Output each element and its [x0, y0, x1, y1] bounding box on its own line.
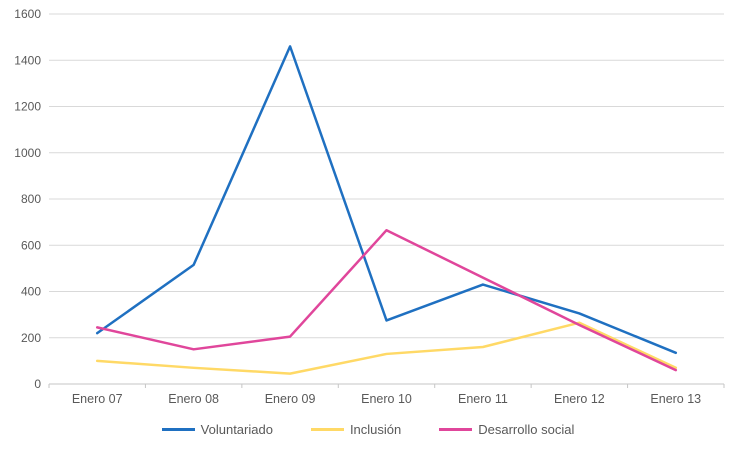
- legend-label: Inclusión: [349, 421, 402, 437]
- y-axis-tick-label: 400: [21, 285, 41, 299]
- legend-item-inclusion: Inclusión: [310, 421, 402, 437]
- series-line-inclusion: [95, 321, 678, 375]
- legend-line-swatch: [161, 427, 195, 431]
- legend-label: Voluntariado: [200, 421, 273, 437]
- legend-label: Desarrollo social: [478, 421, 575, 437]
- y-axis-tick-label: 1400: [14, 53, 41, 67]
- x-axis-category-label: Enero 12: [554, 392, 605, 406]
- y-axis-tick-label: 600: [21, 238, 41, 252]
- y-axis-tick-label: 1000: [14, 146, 41, 160]
- x-axis-category-label: Enero 10: [361, 392, 412, 406]
- x-axis-category-label: Enero 08: [168, 392, 219, 406]
- x-axis-category-label: Enero 09: [265, 392, 316, 406]
- y-axis-tick-label: 200: [21, 331, 41, 345]
- y-axis-tick-label: 1600: [14, 7, 41, 21]
- y-axis-tick-label: 800: [21, 192, 41, 206]
- chart-legend: Voluntariado Inclusión Desarrollo social: [0, 420, 736, 438]
- y-axis-tick-label: 0: [34, 377, 41, 391]
- legend-item-desarrollo-social: Desarrollo social: [439, 422, 574, 437]
- x-axis-category-label: Enero 11: [458, 392, 508, 406]
- series-line-desarrollo-social: [95, 228, 678, 372]
- x-axis-category-label: Enero 13: [650, 392, 701, 406]
- y-axis-tick-label: 1200: [14, 100, 41, 114]
- legend-line-swatch: [439, 427, 473, 431]
- x-axis-category-label: Enero 07: [72, 392, 123, 406]
- legend-line-swatch: [310, 427, 344, 431]
- series-line-voluntariado: [95, 45, 678, 355]
- legend-item-voluntariado: Voluntariado: [161, 421, 273, 437]
- plot-area: 0 200 400 600 800 1000 1200 1400 1600 Enero 07 Ene…: [14, 7, 725, 406]
